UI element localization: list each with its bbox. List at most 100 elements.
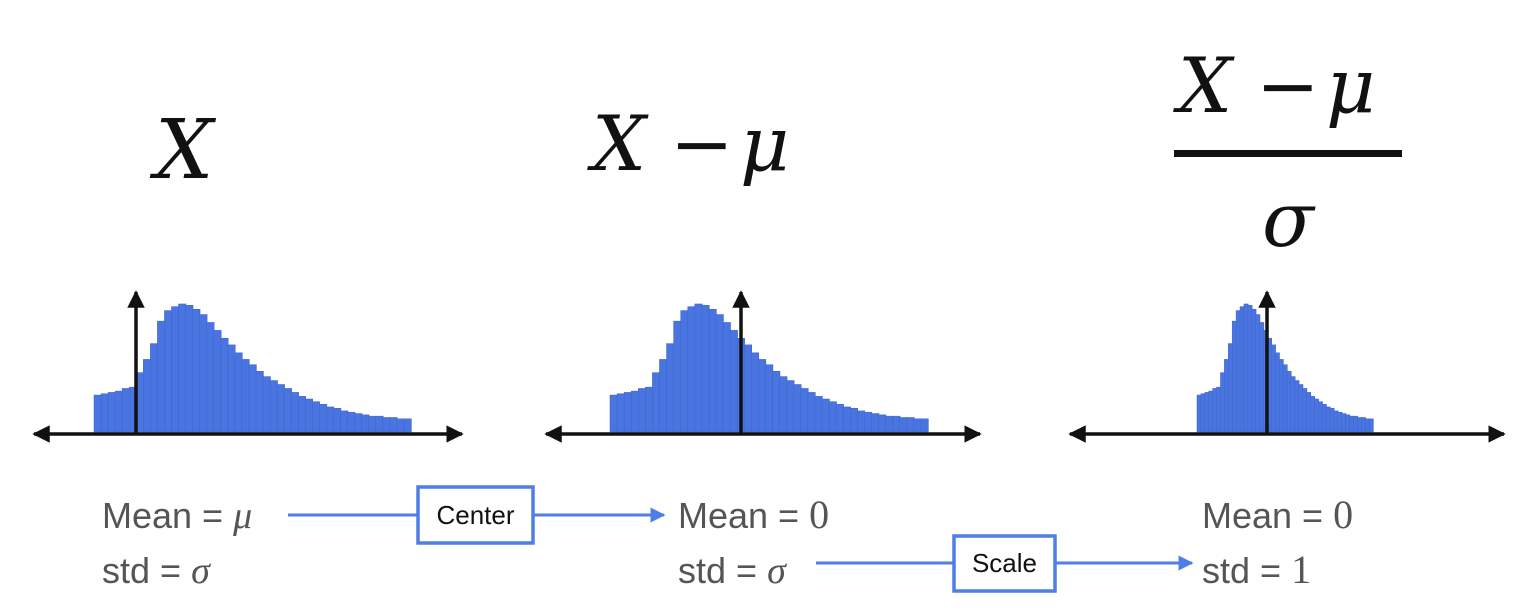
histogram-bar-centered [793,384,802,433]
histogram-bar-centered [864,411,873,433]
title-right-var: X [1173,41,1235,130]
histogram-bar-centered [701,305,710,433]
title-right-denominator: σ [1262,175,1316,264]
histogram-bar-original [312,401,321,433]
histogram-bar-original [185,305,194,433]
histogram-centered [609,303,929,433]
histogram-bar-standardized [1368,418,1374,433]
histogram-bar-original [107,392,116,433]
histogram-bar-centered [680,310,689,433]
histogram-bar-centered [842,406,851,433]
histogram-bar-centered [616,393,625,433]
center-label: Center [436,500,514,530]
scale-box [952,534,1057,593]
histogram-bar-original [403,418,412,433]
histogram-original [93,303,412,433]
histogram-bar-centered [765,364,774,433]
histogram-bar-centered [871,413,880,433]
histogram-bar-original [319,404,328,433]
mean-label-standardized: Mean = 0 [1202,492,1353,537]
histogram-bar-centered [807,392,816,433]
histogram-bar-centered [638,388,646,433]
title-x: X [149,103,217,198]
histogram-bar-original [305,398,314,433]
histogram-bar-original [178,303,187,433]
histogram-bar-original [192,308,201,433]
histogram-bar-original [340,410,349,433]
histogram-bar-centered [850,407,858,433]
histogram-bar-original [347,411,356,433]
title-mid-var: X [587,99,649,188]
histogram-bar-centered [652,372,661,433]
title-right-sub: μ [1326,41,1375,130]
histogram-bar-original [150,343,159,433]
histogram-bar-centered [758,359,767,433]
std-label-centered: std = σ [678,550,787,592]
histogram-bar-centered [630,390,639,433]
histogram-bar-centered [609,394,618,433]
histogram-bar-centered [715,314,724,433]
histogram-bar-original [368,415,377,433]
histogram-bar-original [227,344,236,433]
histogram-bar-centered [666,343,675,433]
histogram-bar-original [333,407,342,433]
stats-original: Mean = μ std = σ [102,495,252,592]
histogram-bar-standardized [1212,388,1218,433]
histogram-bar-centered [892,415,901,433]
histogram-bar-centered [729,330,738,433]
histogram-bar-centered [772,371,781,433]
histogram-bar-centered [814,396,823,433]
histogram-bar-original [361,414,370,433]
histogram-bar-centered [835,404,844,433]
std-label-standardized: std = 1 [1202,547,1311,592]
histogram-bar-original [255,371,264,433]
histogram-bar-original [389,417,398,433]
histogram-bar-centered [800,388,809,433]
title-mid-op: − [670,99,734,188]
histogram-bar-original [199,314,208,433]
histogram-bar-original [382,417,391,433]
histogram-bar-original [220,338,229,433]
histogram-bar-original [283,388,292,433]
mean-label-original: Mean = μ [102,495,252,537]
histogram-bar-original [248,364,257,433]
histogram-bar-centered [751,352,760,433]
histogram-bar-original [171,306,180,433]
title-x-var: X [149,103,217,198]
histogram-bar-original [326,406,335,433]
histogram-bar-centered [779,376,788,433]
histogram-bar-centered [694,303,703,433]
histogram-bar-original [234,352,243,433]
histogram-bar-original [396,418,405,433]
histogram-bar-original [241,359,250,433]
histogram-bar-original [206,322,215,433]
histogram-bar-centered [786,380,795,433]
histogram-bar-centered [722,322,731,433]
histogram-bar-original [121,388,130,433]
histogram-bar-centered [906,417,915,433]
histogram-bar-centered [708,308,717,433]
histogram-bar-original [143,359,151,433]
histogram-bar-centered [828,401,837,433]
std-label-original: std = σ [102,550,211,592]
histogram-bar-original [114,390,123,433]
histogram-bar-original [298,396,306,433]
histogram-bar-original [157,320,166,433]
center-box [416,485,535,545]
histogram-bar-centered [744,344,752,433]
title-x-minus-mu: X − μ [587,99,789,188]
histogram-bar-original [269,380,278,433]
axes-original [32,290,464,443]
histogram-bar-centered [857,410,866,433]
histogram-bar-centered [623,392,632,433]
axes-standardized [1068,290,1506,443]
title-right-op: − [1256,41,1320,130]
stats-centered: Mean = 0 std = σ [678,492,829,592]
axes-centered [544,290,982,443]
mean-label-centered: Mean = 0 [678,492,829,537]
histogram-bar-standardized [1282,364,1288,433]
histogram-bar-standardized [1247,305,1253,433]
histogram-bar-original [290,392,299,433]
histogram-bar-original [93,394,102,433]
